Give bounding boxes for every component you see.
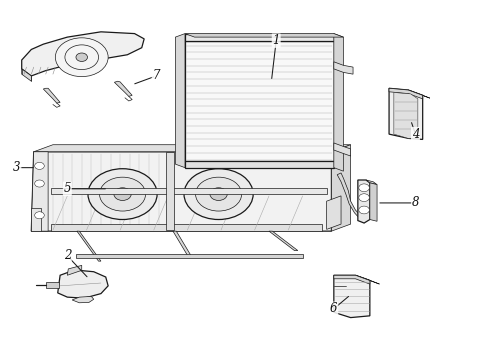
Polygon shape bbox=[355, 275, 379, 284]
Polygon shape bbox=[166, 153, 174, 230]
Text: 2: 2 bbox=[64, 249, 71, 262]
Polygon shape bbox=[173, 231, 192, 258]
Text: 8: 8 bbox=[412, 197, 419, 210]
Polygon shape bbox=[366, 180, 377, 185]
Circle shape bbox=[359, 206, 369, 214]
Polygon shape bbox=[334, 33, 343, 171]
Circle shape bbox=[184, 169, 253, 220]
Polygon shape bbox=[185, 33, 334, 41]
Circle shape bbox=[35, 162, 44, 170]
Text: 1: 1 bbox=[272, 34, 280, 47]
Polygon shape bbox=[394, 93, 418, 138]
Polygon shape bbox=[334, 143, 351, 156]
Circle shape bbox=[114, 188, 131, 201]
Polygon shape bbox=[72, 296, 94, 303]
Polygon shape bbox=[269, 231, 298, 251]
Polygon shape bbox=[76, 254, 303, 258]
Text: 6: 6 bbox=[330, 302, 338, 315]
Polygon shape bbox=[31, 152, 48, 231]
Circle shape bbox=[359, 194, 369, 202]
Polygon shape bbox=[22, 32, 144, 76]
Polygon shape bbox=[77, 231, 101, 261]
Text: 3: 3 bbox=[13, 161, 21, 174]
Circle shape bbox=[359, 184, 369, 192]
Polygon shape bbox=[175, 33, 185, 168]
Polygon shape bbox=[334, 62, 353, 74]
Polygon shape bbox=[327, 196, 341, 229]
Polygon shape bbox=[31, 152, 331, 231]
Circle shape bbox=[35, 212, 44, 219]
Text: 5: 5 bbox=[64, 182, 71, 195]
Circle shape bbox=[196, 177, 242, 211]
Polygon shape bbox=[389, 88, 423, 99]
Circle shape bbox=[88, 169, 157, 220]
Polygon shape bbox=[50, 188, 327, 194]
Polygon shape bbox=[31, 208, 41, 231]
Polygon shape bbox=[334, 275, 370, 318]
Text: 4: 4 bbox=[412, 128, 419, 141]
Polygon shape bbox=[358, 180, 370, 223]
Circle shape bbox=[55, 38, 108, 77]
Polygon shape bbox=[67, 265, 82, 275]
Polygon shape bbox=[114, 81, 132, 96]
Polygon shape bbox=[50, 224, 322, 231]
Polygon shape bbox=[58, 270, 108, 298]
Polygon shape bbox=[331, 145, 351, 231]
Polygon shape bbox=[334, 275, 370, 284]
Text: 7: 7 bbox=[152, 69, 160, 82]
Polygon shape bbox=[22, 69, 31, 81]
Polygon shape bbox=[185, 41, 334, 161]
Polygon shape bbox=[389, 88, 423, 139]
Polygon shape bbox=[185, 33, 343, 37]
Polygon shape bbox=[408, 90, 430, 98]
Circle shape bbox=[35, 180, 44, 187]
Polygon shape bbox=[185, 161, 334, 168]
Polygon shape bbox=[46, 282, 59, 288]
Polygon shape bbox=[337, 173, 360, 218]
Circle shape bbox=[76, 53, 88, 62]
Circle shape bbox=[210, 188, 227, 201]
Polygon shape bbox=[43, 88, 60, 103]
Polygon shape bbox=[34, 145, 351, 152]
Polygon shape bbox=[370, 183, 377, 221]
Circle shape bbox=[99, 177, 146, 211]
